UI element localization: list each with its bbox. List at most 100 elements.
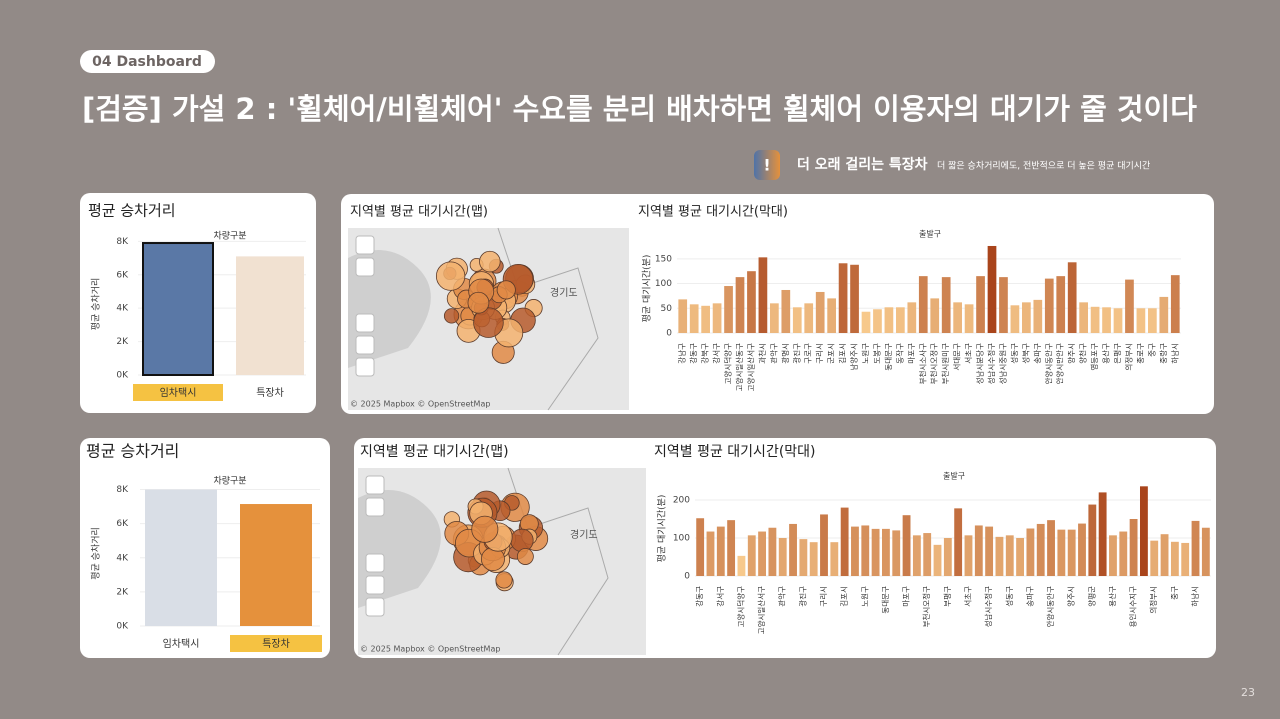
bar bbox=[1044, 278, 1054, 333]
bar bbox=[1067, 529, 1076, 576]
bar bbox=[1047, 520, 1055, 576]
bar bbox=[1201, 527, 1210, 576]
bar bbox=[896, 307, 905, 333]
x-tick-label: 양평군 bbox=[1086, 586, 1096, 607]
y-tick-label: 50 bbox=[661, 304, 673, 314]
bar bbox=[892, 530, 901, 576]
x-tick-label: 서대문구 bbox=[953, 343, 962, 371]
map-bubble bbox=[496, 280, 516, 300]
bar bbox=[964, 535, 973, 576]
bar bbox=[851, 526, 859, 576]
bar bbox=[1150, 540, 1159, 576]
x-tick-label: 안양시동안구 bbox=[1043, 343, 1053, 384]
map-control bbox=[365, 553, 385, 573]
bar bbox=[1033, 299, 1043, 333]
x-header: 출발구 bbox=[919, 229, 941, 239]
bar bbox=[840, 507, 849, 576]
x-header: 차량구분 bbox=[213, 230, 246, 242]
map-bubble bbox=[471, 515, 499, 543]
bar bbox=[1088, 504, 1097, 576]
x-tick-label: 성동구 bbox=[1005, 586, 1014, 607]
x-tick-label: 김포시 bbox=[837, 343, 847, 364]
x-tick-label: 서초구 bbox=[964, 343, 973, 364]
bar bbox=[747, 535, 756, 576]
bar bbox=[1078, 523, 1086, 576]
selected-label-background bbox=[230, 635, 322, 652]
bar bbox=[884, 307, 894, 333]
bar bbox=[737, 555, 746, 576]
map-control bbox=[355, 235, 375, 255]
x-tick-label: 동대문구 bbox=[884, 343, 893, 371]
x-tick-label: 부천시오정구 bbox=[921, 586, 931, 627]
x-tick-label: 중구 bbox=[1147, 343, 1156, 357]
map-region-label: 경기도 bbox=[570, 528, 598, 541]
x-tick-label: 중랑구 bbox=[1159, 343, 1168, 364]
bar bbox=[861, 525, 870, 576]
map-control bbox=[365, 497, 385, 517]
bar bbox=[1026, 528, 1035, 576]
bar bbox=[240, 504, 312, 626]
bar bbox=[838, 263, 848, 333]
bar bbox=[995, 536, 1004, 576]
x-tick-label: 고양시덕양구 bbox=[735, 586, 745, 627]
x-tick-label: 노원구 bbox=[860, 586, 869, 607]
y-tick-label: 100 bbox=[673, 534, 690, 544]
bar bbox=[1113, 308, 1123, 333]
x-header: 차량구분 bbox=[213, 475, 246, 487]
x-tick-label: 서초구 bbox=[963, 586, 972, 607]
x-tick-label: 성남시분당구 bbox=[975, 343, 985, 384]
x-tick-label: 특장차 bbox=[262, 638, 290, 650]
x-tick-label: 특장차 bbox=[256, 387, 284, 399]
bar bbox=[941, 277, 951, 333]
bar bbox=[236, 256, 304, 375]
bar bbox=[792, 307, 802, 333]
bar bbox=[923, 533, 932, 576]
y-axis-label: 평균 대기시간(분) bbox=[657, 495, 668, 563]
bar bbox=[1067, 262, 1077, 333]
bar bbox=[1170, 275, 1180, 333]
x-tick-label: 성남시중원구 bbox=[998, 343, 1007, 384]
x-tick-label: 송파구 bbox=[1033, 343, 1042, 364]
x-tick-label: 중구 bbox=[1170, 586, 1179, 600]
bar bbox=[974, 525, 983, 576]
map-bubble bbox=[516, 548, 534, 565]
x-tick-label: 구리시 bbox=[815, 343, 824, 364]
map-control bbox=[355, 257, 375, 277]
callout-icon bbox=[754, 150, 780, 180]
x-tick-label: 고양시일산서구 bbox=[756, 586, 766, 634]
bar bbox=[815, 291, 825, 333]
x-tick-label: 동작구 bbox=[894, 343, 904, 364]
bar bbox=[724, 286, 733, 333]
bar bbox=[1148, 308, 1157, 333]
bar bbox=[1022, 302, 1031, 333]
x-tick-label: 고양시일산동구 bbox=[734, 343, 744, 391]
x-tick-label: 관악구 bbox=[777, 586, 787, 607]
bar bbox=[930, 298, 940, 333]
bar bbox=[716, 526, 725, 576]
x-header: 출발구 bbox=[943, 471, 965, 481]
bar bbox=[943, 538, 952, 576]
bar bbox=[912, 535, 921, 576]
x-tick-label: 남양주시 bbox=[850, 343, 859, 371]
x-tick-label: 하남시 bbox=[1169, 343, 1179, 364]
bar bbox=[907, 302, 917, 333]
x-tick-label: 성북구 bbox=[1021, 343, 1030, 364]
map-attribution: © 2025 Mapbox © OpenStreetMap bbox=[360, 645, 500, 654]
bar bbox=[830, 542, 839, 576]
bar bbox=[735, 277, 745, 333]
y-tick-label: 0K bbox=[116, 622, 129, 632]
x-tick-label: 종로구 bbox=[1136, 343, 1145, 364]
bar bbox=[1119, 531, 1128, 576]
bar bbox=[678, 299, 688, 333]
map-bubble bbox=[473, 307, 504, 338]
y-axis-label: 평균 승차거리 bbox=[90, 278, 102, 331]
y-tick-label: 4K bbox=[116, 304, 129, 314]
y-tick-label: 2K bbox=[116, 337, 129, 347]
x-tick-label: 용인시수지구 bbox=[1128, 586, 1138, 627]
chart-title: 평균 승차거리 bbox=[86, 442, 179, 461]
y-tick-label: 8K bbox=[116, 237, 129, 247]
x-tick-label: 양주시 bbox=[1067, 343, 1076, 364]
x-tick-label: 노원구 bbox=[861, 343, 870, 364]
chart-title: 지역별 평균 대기시간(막대) bbox=[654, 444, 816, 460]
